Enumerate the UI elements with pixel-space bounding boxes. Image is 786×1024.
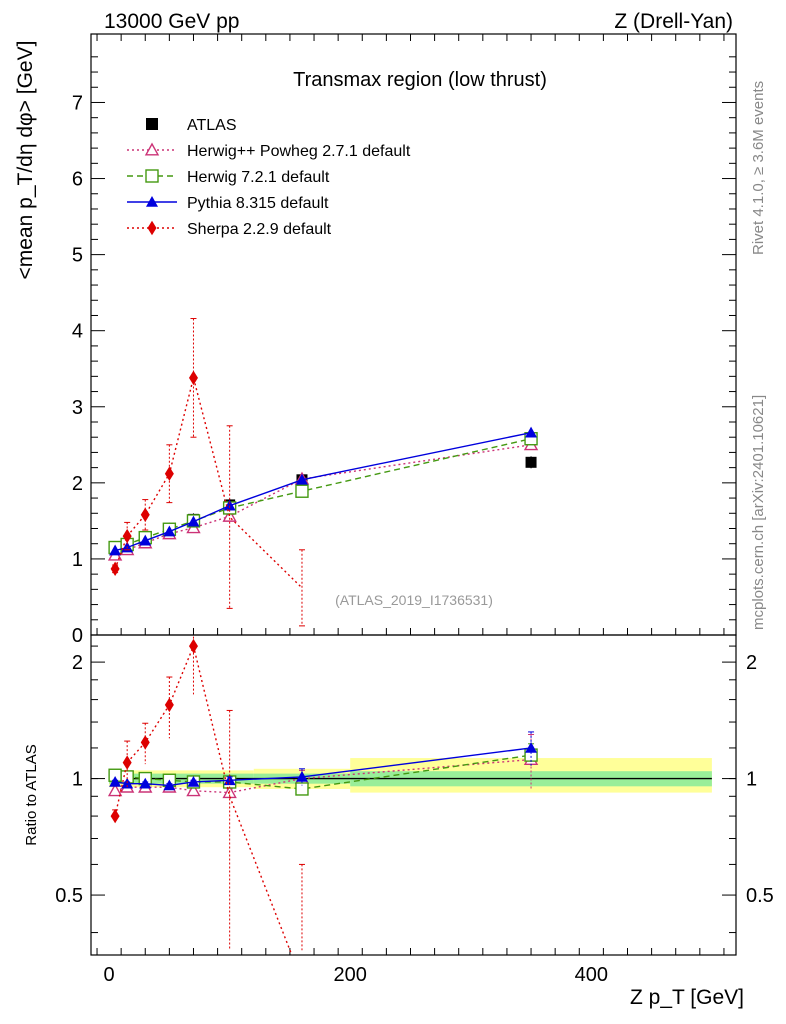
- y-tick-label-main: 6: [72, 169, 83, 191]
- ratio-point-2: [525, 741, 538, 753]
- atlas-point: [525, 456, 537, 468]
- ratio-point-3: [164, 697, 174, 713]
- series-line-2: [114, 431, 532, 552]
- legend-marker-1: [144, 142, 160, 156]
- y-tick-label-main: 2: [72, 473, 83, 495]
- series-point-2: [187, 515, 200, 527]
- series-line-0: [114, 444, 532, 556]
- ratio-point-2: [109, 775, 122, 787]
- legend-label-2: Herwig 7.2.1 default: [187, 169, 330, 186]
- legend-label-1: Herwig++ Powheg 2.7.1 default: [187, 143, 411, 160]
- series-point-3: [188, 370, 198, 386]
- ratio-line-3: [114, 643, 293, 955]
- y-tick-label-main: 1: [72, 549, 83, 571]
- series-point-3: [164, 466, 174, 481]
- legend-label-4: Sherpa 2.2.9 default: [187, 221, 332, 238]
- header-right: Z (Drell-Yan): [614, 10, 733, 33]
- series-point-2: [223, 499, 236, 511]
- legend-marker-3: [146, 196, 158, 207]
- legend-label-0: ATLAS: [187, 117, 237, 134]
- ratio-panel-frame: [90, 634, 737, 956]
- y-axis-label-main: <mean p_T/dη dφ> [GeV]: [14, 41, 37, 280]
- legend-marker-2: [145, 169, 159, 183]
- series-point-2: [525, 426, 538, 438]
- ratio-point-2: [139, 777, 152, 789]
- side-label-mcplots: mcplots.cern.ch [arXiv:2401.10621]: [750, 395, 767, 630]
- series-point-1: [295, 484, 309, 498]
- y-axis-label-ratio: Ratio to ATLAS: [23, 744, 40, 845]
- y-tick-label-ratio: 1: [72, 769, 83, 791]
- series-point-2: [163, 525, 176, 537]
- ratio-point-3: [140, 735, 150, 750]
- x-tick-label: 0: [104, 964, 115, 986]
- series-point-3: [140, 507, 150, 522]
- ratio-point-0: [107, 783, 123, 797]
- series-point-2: [139, 534, 152, 546]
- series-point-2: [295, 473, 308, 485]
- legend-label-3: Pythia 8.315 default: [187, 195, 329, 212]
- legend-marker-0: [146, 118, 158, 130]
- ratio-point-2: [187, 775, 200, 787]
- ratio-point-0: [186, 783, 201, 797]
- analysis-id: (ATLAS_2019_I1736531): [335, 592, 493, 608]
- series-point-3: [122, 528, 132, 544]
- y-tick-label-main: 0: [72, 625, 83, 647]
- ratio-point-2: [121, 777, 134, 789]
- y-tick-label-main: 7: [72, 92, 83, 114]
- y-tick-label-main: 5: [72, 245, 83, 267]
- ratio-point-1: [295, 782, 309, 796]
- ratio-point-3: [188, 638, 198, 654]
- y-tick-label-ratio: 2: [72, 652, 83, 674]
- x-tick-label: 200: [334, 964, 367, 986]
- ratio-point-2: [295, 770, 308, 782]
- y-tick-label-ratio-right: 2: [746, 652, 757, 674]
- y-tick-label-main: 4: [72, 321, 83, 343]
- series-point-2: [109, 544, 122, 556]
- series-point-3: [110, 561, 120, 577]
- y-tick-label-ratio-right: 1: [746, 769, 757, 791]
- side-label-rivet: Rivet 4.1.0, ≥ 3.6M events: [750, 81, 767, 255]
- ratio-point-3: [110, 808, 120, 824]
- y-tick-label-ratio-right: 0.5: [746, 885, 774, 907]
- x-tick-label: 400: [575, 964, 608, 986]
- x-axis-label: Z p_T [GeV]: [630, 986, 744, 1009]
- ratio-point-3: [122, 755, 132, 770]
- series-line-3: [114, 377, 303, 589]
- y-tick-label-ratio: 0.5: [55, 885, 83, 907]
- y-tick-label-main: 3: [72, 397, 83, 419]
- header-left: 13000 GeV pp: [104, 10, 239, 33]
- ratio-point-2: [163, 779, 176, 791]
- legend-marker-4: [147, 220, 157, 236]
- plot-title: Transmax region (low thrust): [293, 69, 547, 91]
